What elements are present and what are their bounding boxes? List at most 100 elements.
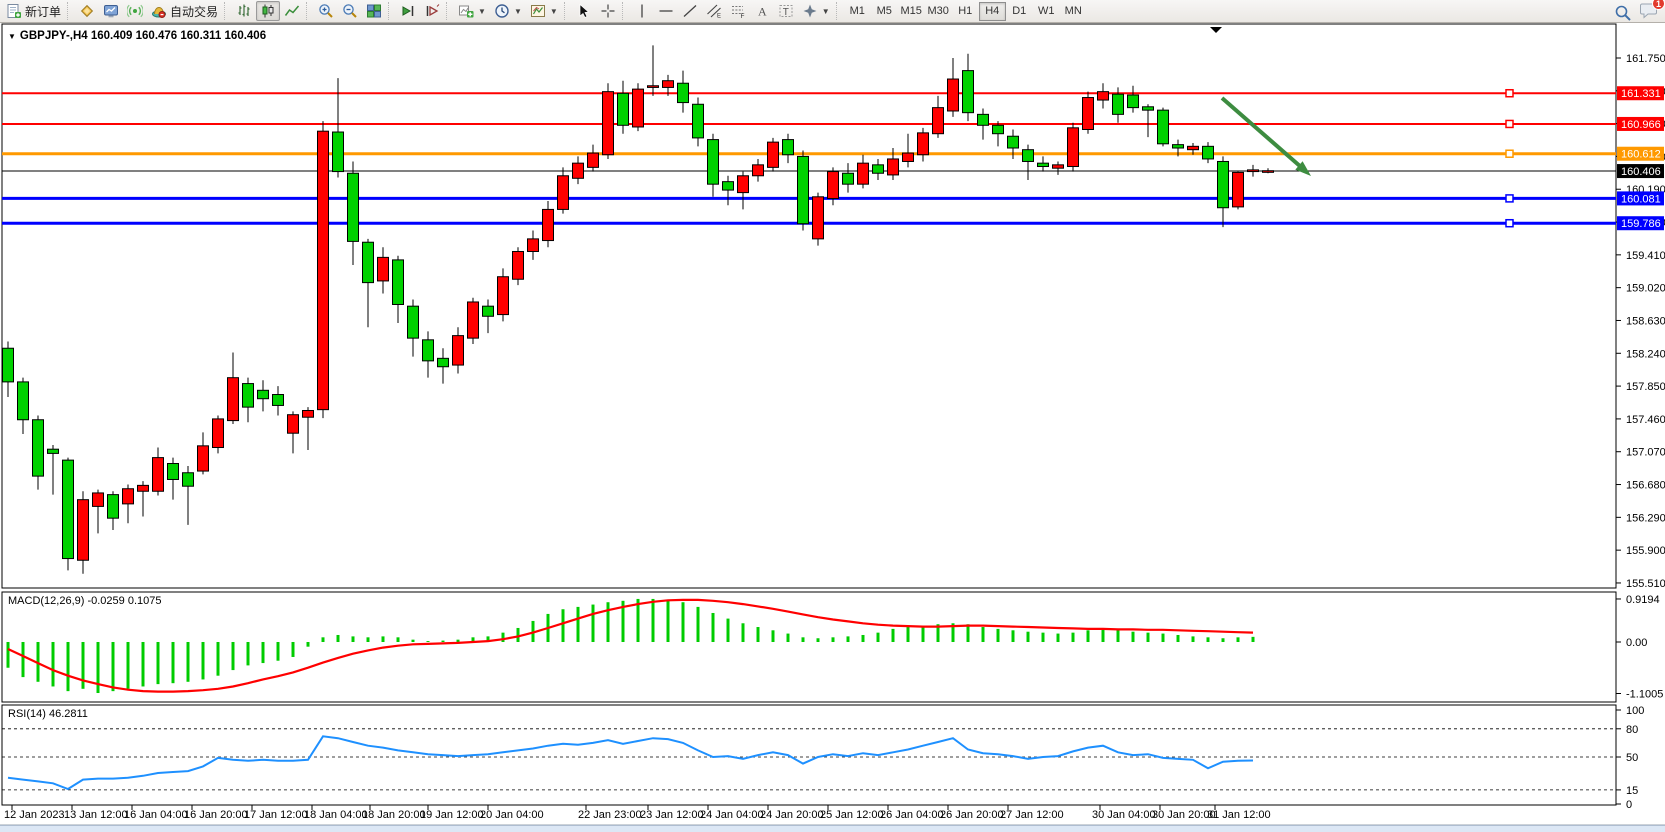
zoom-out-button[interactable] [338, 1, 362, 21]
candle-body [317, 130, 329, 411]
chart-shift-marker[interactable] [1210, 27, 1222, 33]
toolbar-separator [621, 2, 628, 20]
candle-body [1097, 91, 1109, 101]
search-icon[interactable] [1614, 4, 1632, 22]
notifications-button[interactable]: 1 [1640, 0, 1665, 24]
svg-text:160.966: 160.966 [1621, 119, 1661, 131]
svg-text:-1.1005: -1.1005 [1626, 689, 1663, 701]
horizontal-lines[interactable] [2, 92, 1616, 225]
candle-body [1247, 169, 1259, 173]
fibonacci-button[interactable]: F [726, 1, 750, 21]
templates-button[interactable]: ▼ [526, 1, 562, 21]
tile-windows-button[interactable] [362, 1, 386, 21]
candle-body [17, 381, 29, 421]
svg-text:T: T [783, 7, 789, 18]
chevron-down-icon: ▼ [478, 6, 486, 16]
zoom-in-button[interactable] [314, 1, 338, 21]
chart-bars-button[interactable] [232, 1, 256, 21]
candle-body [932, 107, 944, 135]
macd-indicator [6, 598, 1255, 694]
candle-body [872, 164, 884, 174]
timeframe-button-M5[interactable]: M5 [876, 5, 892, 17]
svg-text:0: 0 [1626, 799, 1632, 811]
trend-arrow-annotation[interactable] [1220, 96, 1311, 176]
periods-button[interactable]: ▼ [490, 1, 526, 21]
horizontal-line-button[interactable] [654, 1, 678, 21]
svg-text:157.460: 157.460 [1626, 414, 1665, 426]
candle-body [362, 241, 374, 284]
svg-text:159.786: 159.786 [1621, 218, 1661, 230]
timeframe-button-H4[interactable]: H4 [978, 1, 1006, 21]
autoscroll-button[interactable] [396, 1, 420, 21]
candle-body [887, 158, 899, 176]
new-order-icon [7, 4, 21, 18]
line-handle [1505, 194, 1514, 203]
autotrading-label: 自动交易 [170, 4, 219, 19]
signal-button[interactable] [123, 1, 147, 21]
svg-text:A: A [758, 5, 767, 19]
price-axis[interactable]: 161.750161.360160.970160.580160.190159.8… [2, 53, 1665, 811]
timeframe-button-H1[interactable]: H1 [958, 5, 973, 17]
candle-body [2, 347, 14, 383]
bar-chart-icon [238, 4, 250, 17]
text-button[interactable]: A [750, 1, 774, 21]
timeframe-button-M1[interactable]: M1 [849, 5, 865, 17]
svg-text:31 Jan 12:00: 31 Jan 12:00 [1207, 809, 1271, 821]
timeframe-button-W1[interactable]: W1 [1037, 5, 1055, 17]
svg-text:22 Jan 23:00: 22 Jan 23:00 [578, 809, 642, 821]
svg-text:23 Jan 12:00: 23 Jan 12:00 [640, 809, 704, 821]
svg-text:160.406: 160.406 [1621, 166, 1661, 178]
svg-text:0.00: 0.00 [1626, 637, 1647, 649]
cursor-button[interactable] [572, 1, 596, 21]
chart-window[interactable]: 161.750161.360160.970160.580160.190159.8… [0, 23, 1665, 832]
chart-menu-icon[interactable]: ▼ [8, 32, 16, 41]
svg-text:100: 100 [1626, 705, 1644, 717]
candle-body [482, 305, 494, 317]
candle-body [812, 196, 824, 240]
candle-body [752, 164, 764, 177]
vertical-line-button[interactable] [630, 1, 654, 21]
autotrading-icon [152, 6, 167, 18]
shapes-button[interactable]: ▼ [798, 1, 834, 21]
crosshair-button[interactable] [596, 1, 620, 21]
chart-title-text: GBPJPY-,H4 160.409 160.476 160.311 160.4… [19, 30, 267, 42]
svg-text:26 Jan 04:00: 26 Jan 04:00 [880, 809, 944, 821]
candle-body [497, 276, 509, 316]
channel-button[interactable]: E [702, 1, 726, 21]
candle-body [902, 152, 914, 162]
svg-text:27 Jan 12:00: 27 Jan 12:00 [1000, 809, 1064, 821]
new-order-button[interactable]: 新订单 [2, 1, 65, 21]
candle-body [602, 91, 614, 156]
svg-text:159.410: 159.410 [1626, 250, 1665, 262]
chart-candles-button[interactable] [256, 1, 281, 21]
candle-body [407, 305, 419, 339]
chart-title: ▼ GBPJPY-,H4 160.409 160.476 160.311 160.… [8, 30, 266, 42]
cursor-icon [579, 3, 590, 18]
chart-shift-button[interactable] [420, 1, 444, 21]
candle-body [1082, 97, 1094, 130]
candle-body [782, 139, 794, 156]
zoom-out-icon [343, 4, 357, 18]
candle-body [302, 409, 314, 418]
candle-body [992, 124, 1004, 135]
timeframe-button-M15[interactable]: M15 [900, 5, 922, 17]
metaeditor-button[interactable] [75, 1, 99, 21]
autotrading-button[interactable]: 自动交易 [147, 1, 222, 21]
timeframe-button-D1[interactable]: D1 [1012, 5, 1027, 17]
timeframe-button-M30[interactable]: M30 [927, 5, 949, 17]
trendline-button[interactable] [678, 1, 702, 21]
indicators-button[interactable]: ▼ [454, 1, 490, 21]
svg-text:30 Jan 20:00: 30 Jan 20:00 [1152, 809, 1216, 821]
svg-text:18 Jan 04:00: 18 Jan 04:00 [304, 809, 368, 821]
candle-body [212, 418, 224, 449]
svg-text:160.081: 160.081 [1621, 193, 1661, 205]
timeframe-button-MN[interactable]: MN [1064, 5, 1082, 17]
text-label-button[interactable]: T [774, 1, 798, 21]
vertical-line-icon [641, 4, 643, 18]
candle-body [197, 445, 209, 472]
candle-body [272, 394, 284, 406]
market-watch-button[interactable] [99, 1, 123, 21]
chart-line-button[interactable] [280, 1, 304, 21]
